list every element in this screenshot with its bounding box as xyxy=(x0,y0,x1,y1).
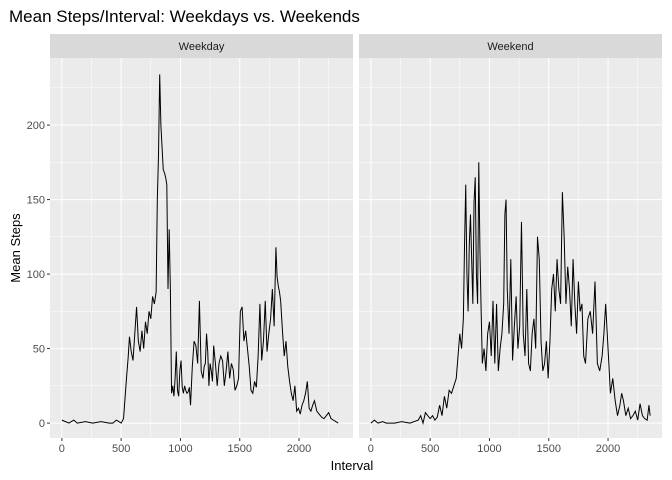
strip-label-weekday: Weekday xyxy=(179,41,225,53)
x-tick-label: 500 xyxy=(112,443,130,455)
x-tick-label: 500 xyxy=(421,443,439,455)
strip-label-weekend: Weekend xyxy=(487,41,533,53)
panel-background xyxy=(359,58,662,438)
y-tick-label: 50 xyxy=(33,344,45,356)
panel-background xyxy=(50,58,353,438)
y-tick-label: 150 xyxy=(27,195,45,207)
y-axis: 0 50 100 150 200 xyxy=(27,120,50,430)
x-tick-label: 0 xyxy=(59,443,65,455)
x-tick-label: 2000 xyxy=(596,443,620,455)
y-tick-label: 100 xyxy=(27,269,45,281)
chart-title: Mean Steps/Interval: Weekdays vs. Weeken… xyxy=(9,7,360,26)
x-axis-title: Interval xyxy=(331,458,374,473)
panel-weekday: Weekday 0 500 1000 1500 2000 xyxy=(50,34,353,455)
x-tick-label: 1500 xyxy=(537,443,561,455)
x-tick-label: 1000 xyxy=(477,443,501,455)
y-tick-label: 200 xyxy=(27,120,45,132)
x-axis-weekend: 0 500 1000 1500 2000 xyxy=(368,438,620,455)
x-tick-label: 1500 xyxy=(228,443,252,455)
x-axis-weekday: 0 500 1000 1500 2000 xyxy=(59,438,311,455)
y-axis-title: Mean Steps xyxy=(8,213,23,283)
x-tick-label: 2000 xyxy=(287,443,311,455)
y-tick-label: 0 xyxy=(39,418,45,430)
x-tick-label: 1000 xyxy=(168,443,192,455)
panel-weekend: Weekend 0 500 1000 1500 2000 xyxy=(359,34,662,455)
x-tick-label: 0 xyxy=(368,443,374,455)
